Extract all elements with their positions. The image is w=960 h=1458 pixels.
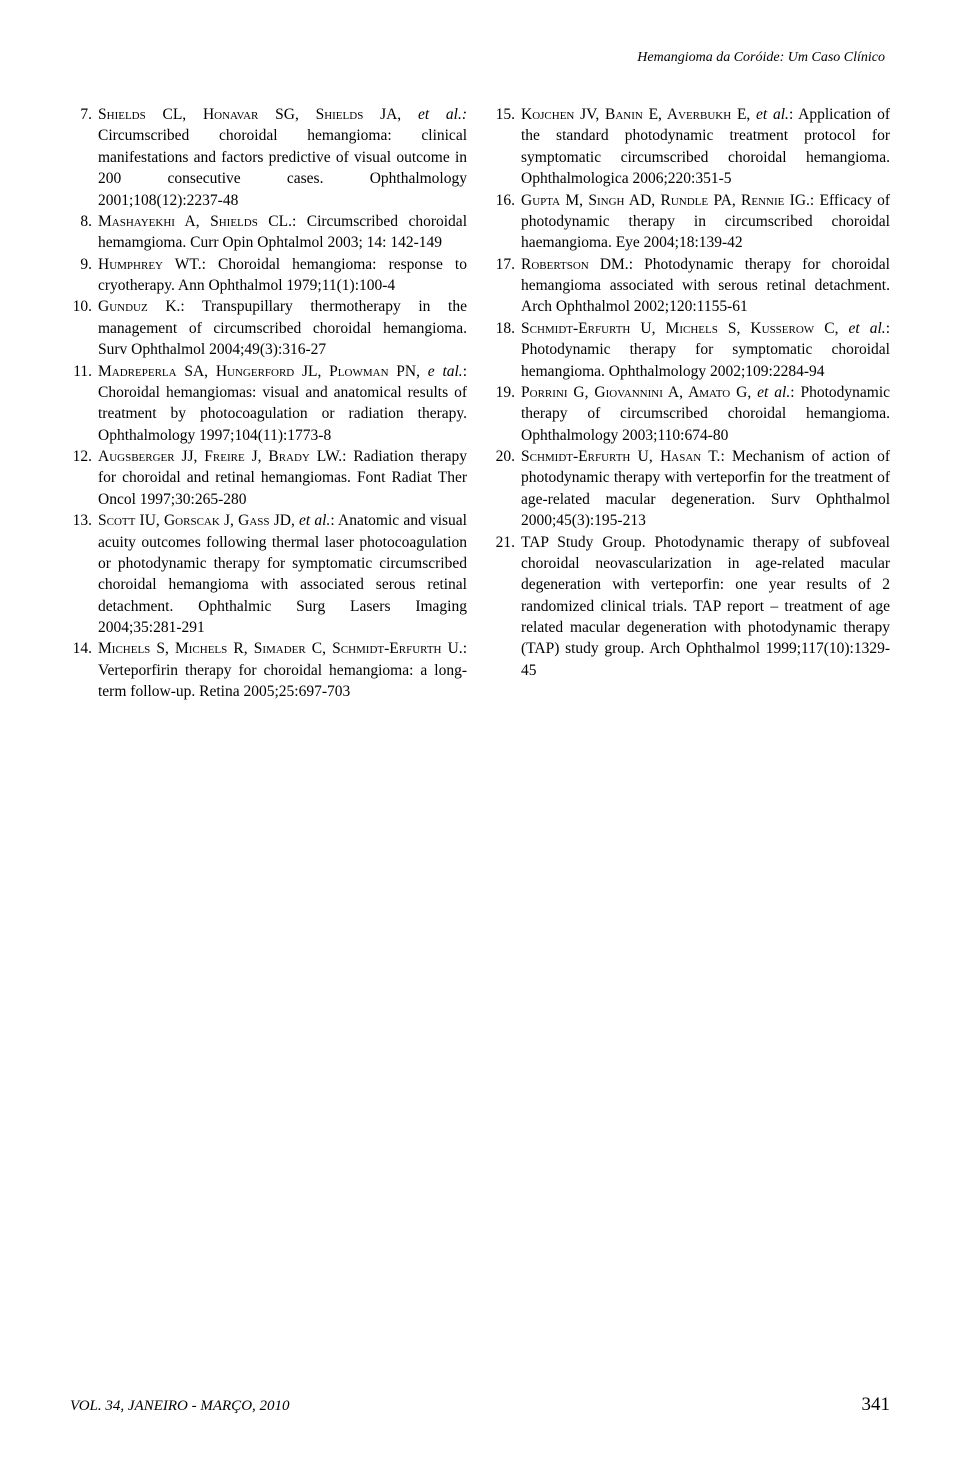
reference-item: 16.Gupta M, Singh AD, Rundle PA, Rennie … <box>493 190 890 254</box>
reference-item: 11.Madreperla SA, Hungerford JL, Plowman… <box>70 361 467 447</box>
running-title: Hemangioma da Coróide: Um Caso Clínico <box>637 50 885 65</box>
reference-number: 18. <box>493 318 521 382</box>
reference-citation: TAP Study Group. Photodynamic therapy of… <box>521 534 890 679</box>
reference-item: 8.Mashayekhi A, Shields CL.: Circumscrib… <box>70 211 467 254</box>
reference-authors: Augsberger JJ, Freire J, Brady LW. <box>98 448 342 465</box>
running-header: Hemangioma da Coróide: Um Caso Clínico <box>70 50 890 66</box>
references-content: 7.Shields CL, Honavar SG, Shields JA, et… <box>70 104 890 703</box>
reference-number: 10. <box>70 296 98 360</box>
right-column: 15.Kojchen JV, Banin E, Averbukh E, et a… <box>493 104 890 703</box>
reference-text: Robertson DM.: Photodynamic therapy for … <box>521 254 890 318</box>
reference-item: 18.Schmidt-Erfurth U, Michels S, Kussero… <box>493 318 890 382</box>
reference-item: 19.Porrini G, Giovannini A, Amato G, et … <box>493 382 890 446</box>
reference-authors: Schmidt-Erfurth U, Hasan T. <box>521 448 720 465</box>
reference-authors: Schmidt-Erfurth U, Michels S, Kusserow C… <box>521 320 838 337</box>
reference-text: Humphrey WT.: Choroidal hemangioma: resp… <box>98 254 467 297</box>
reference-text: Madreperla SA, Hungerford JL, Plowman PN… <box>98 361 467 447</box>
reference-authors: Gupta M, Singh AD, Rundle PA, Rennie IG. <box>521 192 810 209</box>
reference-number: 15. <box>493 104 521 190</box>
reference-item: 15.Kojchen JV, Banin E, Averbukh E, et a… <box>493 104 890 190</box>
left-column: 7.Shields CL, Honavar SG, Shields JA, et… <box>70 104 467 703</box>
reference-item: 7.Shields CL, Honavar SG, Shields JA, et… <box>70 104 467 211</box>
reference-item: 17.Robertson DM.: Photodynamic therapy f… <box>493 254 890 318</box>
reference-item: 10.Gunduz K.: Transpupillary thermothera… <box>70 296 467 360</box>
reference-text: Mashayekhi A, Shields CL.: Circumscribed… <box>98 211 467 254</box>
reference-text: TAP Study Group. Photodynamic therapy of… <box>521 532 890 682</box>
reference-text: Schmidt-Erfurth U, Hasan T.: Mechanism o… <box>521 446 890 532</box>
reference-authors: Scott IU, Gorscak J, Gass JD, <box>98 512 295 529</box>
reference-etal: et al. <box>751 384 790 401</box>
reference-text: Shields CL, Honavar SG, Shields JA, et a… <box>98 104 467 211</box>
reference-etal: et al. <box>750 106 789 123</box>
reference-number: 13. <box>70 510 98 638</box>
reference-authors: Michels S, Michels R, Simader C, Schmidt… <box>98 640 463 657</box>
reference-number: 14. <box>70 638 98 702</box>
reference-number: 21. <box>493 532 521 682</box>
reference-text: Michels S, Michels R, Simader C, Schmidt… <box>98 638 467 702</box>
reference-authors: Humphrey WT. <box>98 256 202 273</box>
footer-issue: VOL. 34, JANEIRO - MARÇO, 2010 <box>70 1398 290 1415</box>
footer-page-number: 341 <box>862 1394 891 1416</box>
reference-authors: Madreperla SA, Hungerford JL, Plowman PN… <box>98 363 420 380</box>
reference-authors: Gunduz K. <box>98 298 180 315</box>
reference-authors: Porrini G, Giovannini A, Amato G, <box>521 384 751 401</box>
reference-etal: et al.: <box>401 106 467 123</box>
reference-text: Schmidt-Erfurth U, Michels S, Kusserow C… <box>521 318 890 382</box>
reference-item: 12.Augsberger JJ, Freire J, Brady LW.: R… <box>70 446 467 510</box>
reference-citation: Circumscribed choroidal hemangioma: clin… <box>98 127 467 208</box>
reference-number: 17. <box>493 254 521 318</box>
reference-text: Gunduz K.: Transpupillary thermotherapy … <box>98 296 467 360</box>
page-footer: VOL. 34, JANEIRO - MARÇO, 2010 341 <box>70 1394 890 1416</box>
reference-number: 12. <box>70 446 98 510</box>
reference-item: 9.Humphrey WT.: Choroidal hemangioma: re… <box>70 254 467 297</box>
reference-item: 13.Scott IU, Gorscak J, Gass JD, et al.:… <box>70 510 467 638</box>
reference-etal: et al. <box>838 320 885 337</box>
reference-number: 9. <box>70 254 98 297</box>
reference-number: 19. <box>493 382 521 446</box>
reference-etal: e tal. <box>420 363 463 380</box>
reference-number: 8. <box>70 211 98 254</box>
reference-text: Kojchen JV, Banin E, Averbukh E, et al.:… <box>521 104 890 190</box>
reference-authors: Mashayekhi A, Shields CL. <box>98 213 292 230</box>
reference-item: 20.Schmidt-Erfurth U, Hasan T.: Mechanis… <box>493 446 890 532</box>
reference-citation: : Anatomic and visual acuity outcomes fo… <box>98 512 467 636</box>
reference-text: Gupta M, Singh AD, Rundle PA, Rennie IG.… <box>521 190 890 254</box>
reference-text: Scott IU, Gorscak J, Gass JD, et al.: An… <box>98 510 467 638</box>
reference-number: 20. <box>493 446 521 532</box>
reference-authors: Kojchen JV, Banin E, Averbukh E, <box>521 106 750 123</box>
reference-number: 16. <box>493 190 521 254</box>
reference-etal: et al. <box>295 512 331 529</box>
reference-number: 7. <box>70 104 98 211</box>
reference-number: 11. <box>70 361 98 447</box>
reference-text: Augsberger JJ, Freire J, Brady LW.: Radi… <box>98 446 467 510</box>
reference-authors: Shields CL, Honavar SG, Shields JA, <box>98 106 401 123</box>
reference-text: Porrini G, Giovannini A, Amato G, et al.… <box>521 382 890 446</box>
reference-item: 21.TAP Study Group. Photodynamic therapy… <box>493 532 890 682</box>
reference-authors: Robertson DM. <box>521 256 629 273</box>
reference-item: 14.Michels S, Michels R, Simader C, Schm… <box>70 638 467 702</box>
